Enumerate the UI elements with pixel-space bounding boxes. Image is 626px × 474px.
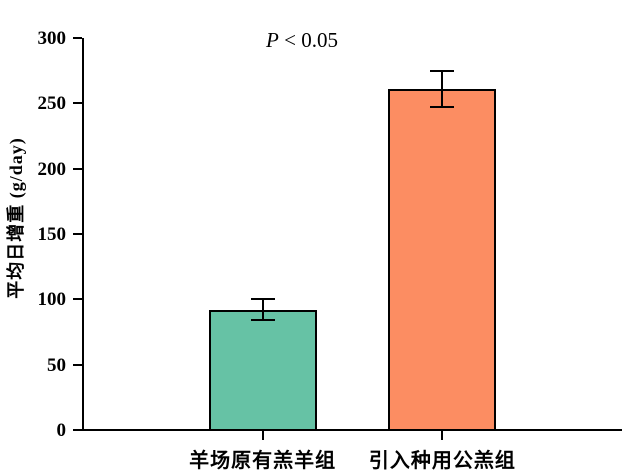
p-comparison: < 0.05 — [278, 28, 338, 52]
p-value-annotation: P < 0.05 — [266, 28, 338, 53]
p-symbol: P — [266, 28, 279, 52]
y-tick-label: 150 — [37, 224, 67, 245]
x-tick-label-2: 引入种用公羔组 — [368, 450, 516, 472]
y-axis-line — [82, 38, 84, 431]
x-tick-mark — [441, 431, 444, 440]
y-tick-mark — [73, 233, 82, 235]
bar — [208, 309, 317, 431]
error-bar-cap-bottom — [250, 319, 275, 322]
error-bar-stem — [441, 70, 444, 108]
y-tick-mark — [73, 37, 82, 39]
y-tick-mark — [73, 102, 82, 105]
error-bar-stem — [261, 299, 264, 321]
y-tick-mark — [73, 298, 82, 301]
error-bar-cap-top — [250, 298, 275, 301]
x-axis-line — [82, 429, 622, 431]
y-tick-label: 200 — [37, 158, 67, 180]
bar — [388, 88, 497, 431]
error-bar-cap-top — [430, 69, 455, 72]
y-tick-mark — [73, 363, 82, 366]
x-tick-label-1: 羊场原有羔羊组 — [189, 450, 337, 472]
y-tick-label: 50 — [47, 354, 66, 376]
x-tick-mark — [261, 431, 264, 440]
y-tick-label: 0 — [56, 420, 67, 441]
error-bar-cap-bottom — [430, 106, 455, 109]
y-tick-label: 300 — [37, 28, 67, 49]
y-tick-label: 250 — [37, 93, 67, 115]
y-tick-mark — [73, 167, 82, 170]
y-tick-mark — [73, 429, 82, 431]
y-tick-label: 100 — [37, 289, 67, 311]
